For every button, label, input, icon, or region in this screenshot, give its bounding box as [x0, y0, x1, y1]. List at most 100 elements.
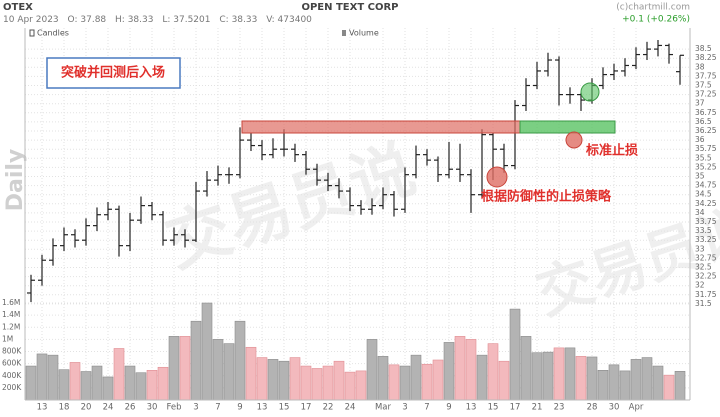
quote-line: 10 Apr 2023 O: 37.88 H: 38.33 L: 37.5201… — [3, 15, 312, 25]
volume-bar — [25, 365, 37, 401]
y-tick-label: 35.75 — [695, 144, 717, 153]
x-tick-label: 7 — [424, 403, 429, 413]
volume-bar — [432, 359, 444, 401]
y-tick-label: 32.5 — [695, 263, 712, 272]
background-layer: 交易员说 交易员说 Daily — [3, 132, 720, 327]
defensive-stop-note: 根据防御性的止损策略 — [481, 189, 612, 205]
volume-bar — [267, 359, 279, 401]
y-tick-label: 34.25 — [695, 199, 717, 208]
company: OPEN TEXT CORP — [301, 2, 398, 13]
y-tick-label: 1M — [2, 334, 13, 343]
y-tick-label: 33.5 — [695, 226, 712, 235]
volume-bar — [355, 370, 367, 401]
y-tick-label: 32.75 — [695, 253, 717, 262]
volume-bar — [333, 360, 345, 401]
volume-bar — [300, 365, 312, 401]
x-tick-label: 3 — [193, 403, 198, 413]
x-tick-label: 3 — [402, 403, 407, 413]
quote-value: 473400 — [278, 15, 313, 25]
quote-label: H: — [115, 15, 125, 25]
entry-box — [46, 57, 181, 89]
volume-bar — [564, 347, 576, 401]
x-tick-label: 20 — [81, 403, 92, 413]
y-tick-label: 31.5 — [695, 299, 712, 308]
volume-bar — [289, 357, 301, 401]
y-tick-label: 36.75 — [695, 108, 717, 117]
volume-bar — [542, 351, 554, 401]
y-tick-label: 35 — [695, 172, 705, 181]
quote-value: 38.33 — [128, 15, 154, 25]
volume-bar — [476, 354, 488, 401]
y-tick-label: 1.4M — [2, 310, 20, 319]
volume-bar — [168, 336, 180, 401]
y-tick-label: 37 — [695, 99, 705, 108]
legend-icon — [29, 29, 35, 37]
volume-bar — [179, 336, 191, 401]
volume-bar — [487, 343, 499, 401]
volume-bar — [410, 354, 422, 401]
volume-bar — [443, 342, 455, 401]
x-tick-label: 15 — [488, 403, 499, 413]
y-tick-label: 33 — [695, 244, 705, 253]
volume-bar — [421, 363, 433, 401]
y-tick-label: 35.5 — [695, 153, 712, 162]
x-tick-label: 28 — [587, 403, 598, 413]
volume-bar — [575, 356, 587, 401]
x-tick-label: 30 — [609, 403, 620, 413]
y-tick-label: 34.5 — [695, 190, 712, 199]
volume-bar — [69, 362, 81, 401]
quote-label: V: — [266, 15, 274, 25]
volume-bar — [366, 339, 378, 401]
y-tick-label: 38 — [695, 62, 705, 71]
volume-bar — [663, 374, 675, 401]
y-tick-label: 36.25 — [695, 126, 717, 135]
x-tick-label: 26 — [125, 403, 136, 413]
volume-bar — [520, 336, 532, 401]
x-tick-label: 13 — [466, 403, 477, 413]
volume-bar — [113, 348, 125, 401]
breakout-zone — [241, 120, 521, 134]
change: +0.1 (+0.26%) — [622, 15, 690, 25]
y-tick-label: 32 — [695, 281, 705, 290]
volume-bar — [322, 365, 334, 401]
y-tick-label: 800K — [2, 347, 22, 356]
watermark: 交易员说 — [158, 132, 424, 281]
x-tick-label: 17 — [510, 403, 521, 413]
period-label: Daily — [3, 149, 28, 212]
x-tick-label: 13 — [37, 403, 48, 413]
volume-bar — [256, 357, 268, 401]
entry-marker — [580, 82, 600, 102]
legend-label: Candles — [37, 29, 69, 38]
volume-bar — [388, 364, 400, 401]
volume-bar — [652, 365, 664, 401]
y-tick-label: 200K — [2, 383, 22, 392]
y-tick-label: 33.25 — [695, 235, 717, 244]
x-tick-label: 13 — [257, 403, 268, 413]
volume-bar — [498, 360, 510, 401]
standard-stop-note: 标准止损 — [585, 143, 638, 159]
volume-bar — [553, 347, 565, 401]
x-tick-label: 9 — [446, 403, 451, 413]
stop-marker — [565, 131, 583, 149]
y-tick-label: 37.75 — [695, 71, 717, 80]
x-tick-label: 24 — [345, 403, 356, 413]
volume-bar — [102, 376, 114, 401]
volume-bar — [190, 320, 202, 401]
x-tick-label: 17 — [301, 403, 312, 413]
x-tick-label: Feb — [166, 403, 181, 413]
volume-bar — [531, 352, 543, 401]
y-tick-label: 35.25 — [695, 162, 717, 171]
legend-label: Volume — [349, 29, 379, 38]
x-tick-label: 15 — [279, 403, 290, 413]
x-tick-label: 24 — [103, 403, 114, 413]
quote-value: 37.5201 — [173, 15, 210, 25]
volume-bar — [619, 370, 631, 401]
legend-icon — [342, 30, 346, 36]
volume-bar — [36, 353, 48, 401]
volume-bar — [135, 372, 147, 401]
x-tick-label: Mar — [375, 403, 392, 413]
y-tick-label: 1.6M — [2, 298, 20, 307]
volume-bar — [146, 370, 158, 401]
volume-bar — [124, 365, 136, 401]
